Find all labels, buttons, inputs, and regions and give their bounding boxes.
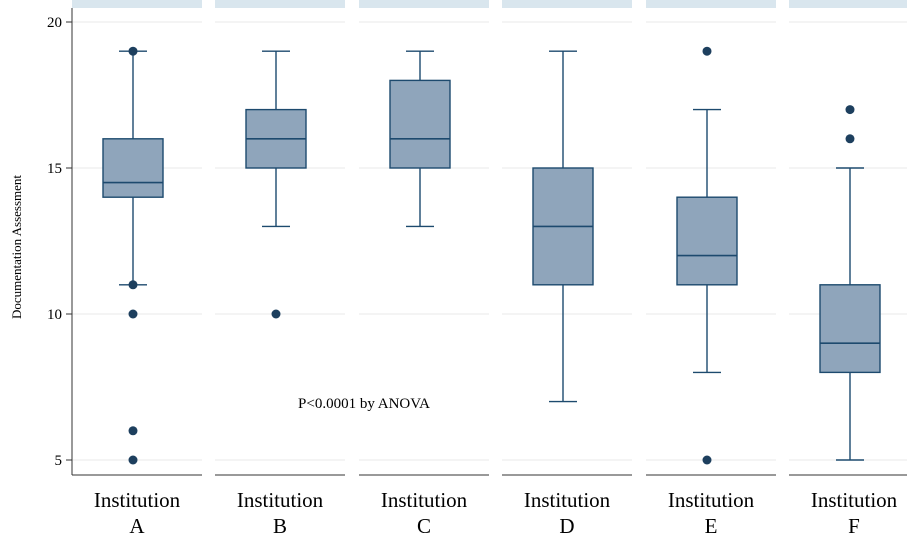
iqr-box	[676, 196, 738, 286]
panel-strip-2	[215, 0, 345, 8]
panel-layer	[72, 0, 907, 476]
outlier-point	[271, 309, 281, 319]
y-tick-label: 10	[47, 307, 62, 323]
panel-strip-6	[789, 0, 907, 8]
outlier-point	[845, 134, 855, 144]
x-tick-label-line1: Institution	[524, 488, 611, 512]
box-group-E	[676, 46, 738, 465]
x-tick-label-line2: E	[705, 514, 718, 537]
box-group-C	[389, 50, 451, 228]
panel-strip-4	[502, 0, 632, 8]
iqr-box	[819, 284, 881, 374]
outlier-point	[702, 455, 712, 465]
x-tick-labels: InstitutionAInstitutionBInstitutionCInst…	[94, 488, 898, 537]
outlier-point	[845, 105, 855, 115]
iqr-box	[389, 79, 451, 169]
x-tick-label-line1: Institution	[237, 488, 324, 512]
x-tick-label-line2: C	[417, 514, 431, 537]
x-tick-label-line2: D	[559, 514, 574, 537]
x-tick-label-line2: F	[848, 514, 860, 537]
outlier-point	[128, 455, 138, 465]
box-group-B	[245, 50, 307, 319]
y-tick-label: 15	[47, 161, 62, 177]
outlier-point	[128, 309, 138, 319]
box-group-A	[102, 46, 164, 465]
x-tick-label-line2: B	[273, 514, 287, 537]
panel-strip-3	[359, 0, 489, 8]
y-axis-label: Documentation Assessment	[9, 175, 24, 319]
x-tick-label-line1: Institution	[94, 488, 181, 512]
x-tick-label-line1: Institution	[381, 488, 468, 512]
panel-strip-1	[72, 0, 202, 8]
outlier-point	[702, 46, 712, 56]
outlier-point	[128, 426, 138, 436]
anova-annotation: P<0.0001 by ANOVA	[298, 396, 430, 412]
outlier-point	[128, 46, 138, 56]
y-tick-label: 20	[47, 15, 62, 31]
box-group-F	[819, 105, 881, 461]
panel-strip-5	[646, 0, 776, 8]
x-tick-label-line1: Institution	[811, 488, 898, 512]
y-tick-label: 5	[55, 453, 63, 469]
iqr-box	[102, 138, 164, 198]
outlier-point	[128, 280, 138, 290]
box-layer	[102, 46, 881, 465]
x-tick-label-line1: Institution	[668, 488, 755, 512]
grid-layer	[72, 21, 907, 461]
y-axis: 5 10 15 20	[47, 8, 73, 475]
box-group-D	[532, 50, 594, 403]
x-tick-label-line2: A	[129, 514, 145, 537]
